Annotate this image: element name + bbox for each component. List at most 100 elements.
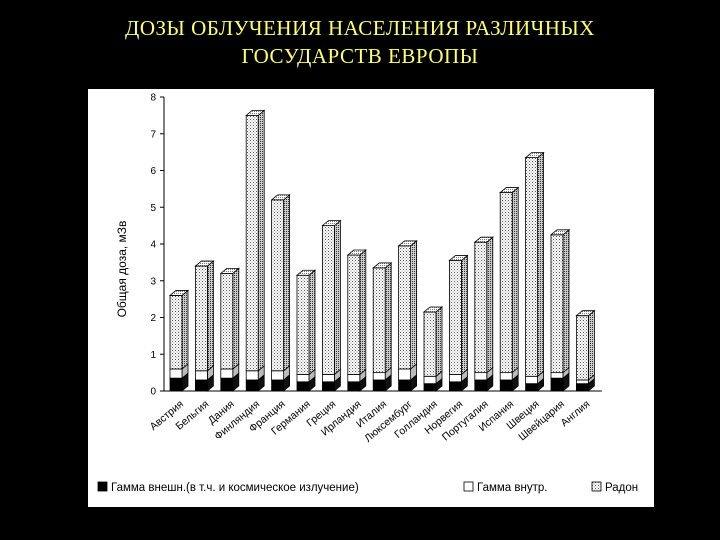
bar-stack [549, 228, 571, 392]
chart-panel: Общая доза, мЗв 0 1 2 3 4 5 6 7 8 Австрия Бельгия… [88, 89, 654, 507]
bar-segment-radon [448, 260, 462, 375]
bar-top-cap [549, 229, 571, 236]
bar-top-cap [219, 267, 240, 274]
bar-segment-radon-side [207, 260, 214, 372]
bar-segment-gamma-internal [575, 379, 589, 385]
bar-stack [168, 289, 190, 392]
bar-segment-gamma-internal [525, 375, 539, 385]
bar-stack [245, 109, 266, 392]
bar-segment-radon [245, 114, 259, 372]
bar-segment-gamma-internal [550, 372, 564, 379]
bar-segment-gamma-external [321, 381, 335, 392]
bar-segment-radon [550, 234, 564, 374]
bar-segment-radon [195, 265, 208, 372]
stacked-bar-chart: Общая доза, мЗв 0 1 2 3 4 5 6 7 8 АвстрияБельгия… [97, 93, 638, 494]
legend-item: Гамма внутр. [463, 481, 547, 494]
slide-title: ДОЗЫ ОБЛУЧЕНИЯ НАСЕЛЕНИЯ РАЗЛИЧНЫХ ГОСУД… [0, 14, 720, 70]
y-tick-label: 2 [150, 313, 156, 324]
bar-segment-radon [423, 311, 437, 377]
bar-segment-radon-side [232, 267, 240, 370]
bar-segment-gamma-external [525, 383, 539, 392]
legend-swatch [97, 481, 108, 492]
bar-stack [346, 249, 367, 392]
bar-segment-radon-side [181, 289, 189, 370]
bar-segment-radon [499, 192, 513, 374]
bar-stack [219, 267, 240, 392]
slide-title-line-2: ГОСУДАРСТВ ЕВРОПЫ [241, 44, 479, 68]
y-tick-label: 6 [150, 166, 156, 177]
bar-segment-gamma-external [169, 377, 183, 392]
bar-segment-gamma-internal [347, 374, 361, 383]
bar-top-cap [321, 220, 342, 227]
bar-top-cap [524, 152, 545, 159]
bar-segment-radon [474, 241, 488, 374]
y-tick-label: 7 [150, 129, 156, 140]
bar-segment-gamma-external [347, 381, 361, 392]
bar-segment-gamma-internal [321, 374, 335, 383]
bar-segment-radon [398, 245, 412, 370]
bar-segment-radon-side [257, 109, 265, 372]
y-tick-label: 8 [150, 93, 156, 104]
bar-top-cap [448, 255, 469, 261]
bar-segment-gamma-external [423, 383, 437, 392]
bar-segment-gamma-external [499, 379, 513, 392]
bar-top-cap [372, 262, 393, 269]
bar-segment-gamma-external [398, 379, 412, 392]
bar-segment-radon-side [562, 228, 570, 374]
bar-segment-gamma-internal [423, 375, 437, 385]
bar-segment-gamma-internal [245, 370, 259, 381]
bar-segment-gamma-external [448, 381, 462, 392]
bar-segment-gamma-internal [296, 374, 310, 383]
category-labels: АвстрияБельгияДанияФинляндияФранцияГерма… [148, 398, 593, 445]
bar-top-cap [194, 260, 215, 267]
bar-segment-radon-side [283, 194, 291, 372]
bar-stack [575, 309, 596, 392]
bar-stack [397, 239, 418, 392]
y-tick-label: 1 [150, 350, 156, 361]
bar-stack [524, 151, 545, 392]
bar-stack [372, 262, 393, 392]
bar-segment-radon-side [511, 186, 519, 374]
slide-title-line-1: ДОЗЫ ОБЛУЧЕНИЯ НАСЕЛЕНИЯ РАЗЛИЧНЫХ [125, 16, 595, 40]
bar-segment-radon [321, 225, 335, 375]
bar-segment-gamma-external [195, 379, 208, 392]
bar-top-cap [346, 249, 367, 256]
legend: Гамма внешн.(в т.ч. и космическое излуче… [97, 481, 638, 494]
bar-segment-gamma-external [220, 377, 234, 392]
bar-segment-radon [169, 295, 183, 370]
bar-segment-radon-side [359, 249, 367, 376]
y-tick-label: 0 [150, 387, 156, 398]
bar-segment-gamma-internal [474, 372, 488, 381]
bar-segment-radon-side [537, 151, 545, 378]
bar-segment-radon-side [587, 309, 595, 381]
bar-stack [321, 219, 342, 392]
bar-segment-gamma-external [296, 381, 310, 392]
bar-segment-gamma-external [550, 377, 564, 392]
bar-segment-radon-side [486, 236, 494, 374]
bar-segment-radon-side [410, 239, 418, 370]
bar-segment-gamma-external [271, 379, 285, 392]
bar-top-cap [295, 269, 317, 276]
bar-segment-radon [525, 157, 539, 377]
bar-top-cap [168, 290, 190, 296]
bar-stack [473, 236, 494, 392]
bar-segment-gamma-internal [195, 370, 208, 381]
legend-label: Гамма внутр. [477, 482, 547, 494]
y-tick-label: 3 [150, 276, 156, 287]
bar-stack [194, 260, 215, 392]
bar-segment-gamma-internal [169, 368, 183, 379]
bar-segment-gamma-external [575, 383, 589, 392]
bar-segment-radon-side [460, 254, 468, 376]
bar-segment-radon [296, 274, 310, 375]
x-category-label: Англия [558, 398, 592, 429]
bar-stack [499, 186, 520, 392]
bar-stack [422, 306, 444, 392]
bar-top-cap [499, 187, 520, 193]
bar-segment-radon-side [435, 306, 443, 378]
legend-swatch [463, 481, 474, 492]
bar-top-cap [575, 310, 596, 317]
bar-segment-radon [575, 315, 589, 381]
legend-item: Радон [591, 481, 638, 494]
bar-segment-radon-side [308, 269, 316, 376]
bar-segment-gamma-internal [220, 368, 234, 379]
